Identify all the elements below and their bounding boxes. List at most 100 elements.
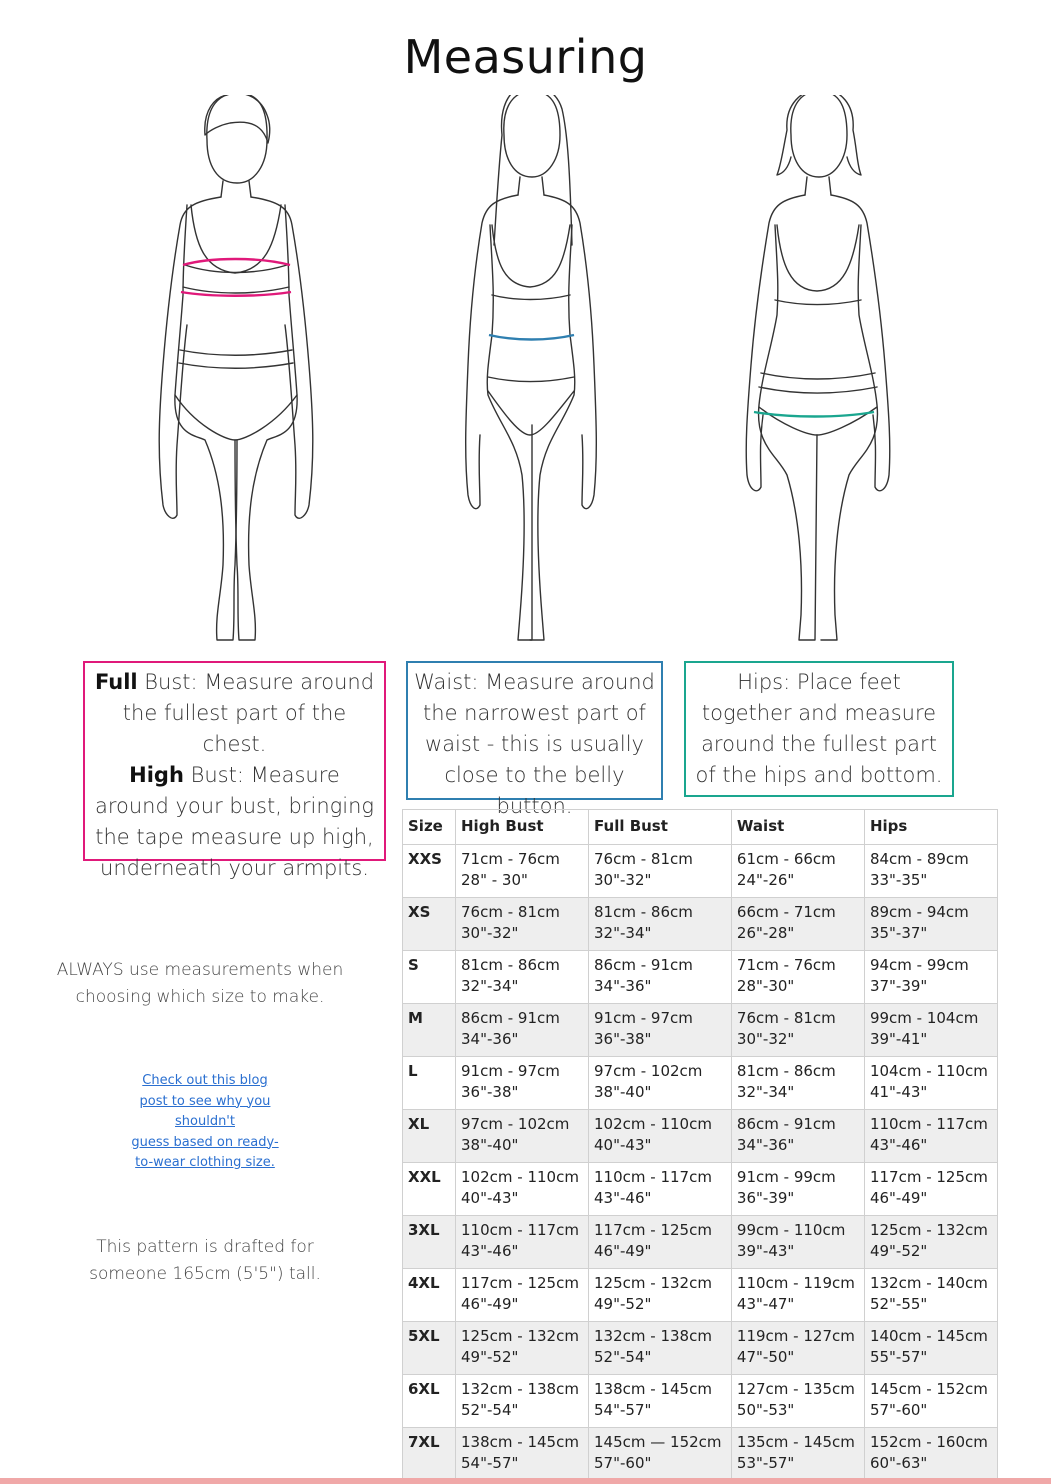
cm-value: 104cm - 110cm	[869, 1062, 988, 1080]
measurement-cell: 132cm - 138cm 52"-54"	[588, 1321, 732, 1375]
cm-value: 81cm - 86cm	[594, 903, 693, 921]
blog-post-link[interactable]: Check out this blog post to see why you …	[115, 1071, 295, 1174]
cm-value: 132cm - 138cm	[461, 1380, 579, 1398]
inch-value: 54"-57"	[594, 1401, 652, 1419]
inch-value: 54"-57"	[461, 1454, 519, 1472]
cm-value: 76cm - 81cm	[461, 903, 560, 921]
table-row: XS 76cm - 81cm 30"-32" 81cm - 86cm 32"-34" 66…	[402, 897, 999, 951]
table-row: L 91cm - 97cm 36"-38" 97cm - 102cm 38"-40" 81…	[402, 1056, 999, 1110]
link-line[interactable]: Check out this blog	[142, 1073, 268, 1088]
inch-value: 43"-46"	[869, 1136, 928, 1154]
measurement-cell: 71cm - 76cm 28" - 30"	[454, 844, 590, 898]
cm-value: 99cm - 104cm	[869, 1009, 979, 1027]
measurement-cell: 110cm - 117cm 43"-46"	[454, 1215, 590, 1269]
measurement-cell: 145cm - 152cm 57"-60"	[863, 1374, 999, 1428]
inch-value: 55"-57"	[869, 1348, 928, 1366]
measurement-cell: 99cm - 110cm 39"-43"	[730, 1215, 865, 1269]
inch-value: 26"-28"	[736, 924, 795, 942]
size-cell: 3XL	[402, 1215, 456, 1269]
cm-value: 66cm - 71cm	[736, 903, 836, 921]
inch-value: 52"-54"	[594, 1348, 652, 1366]
figure-waist	[464, 95, 598, 641]
link-line[interactable]: shouldn't	[175, 1114, 235, 1129]
measurement-cell: 81cm - 86cm 32"-34"	[730, 1056, 865, 1110]
table-row: 7XL 138cm - 145cm 54"-57" 145cm — 152cm 57"-…	[402, 1427, 999, 1481]
link-line[interactable]: to-wear clothing size.	[135, 1155, 275, 1170]
size-cell: 7XL	[402, 1427, 456, 1481]
inch-value: 43"-46"	[594, 1189, 652, 1207]
cm-value: 71cm - 76cm	[736, 956, 836, 974]
measurement-cell: 66cm - 71cm 26"-28"	[730, 897, 865, 951]
inch-value: 43"-46"	[461, 1242, 519, 1260]
measurement-cell: 84cm - 89cm 33"-35"	[863, 844, 999, 898]
measurement-cell: 97cm - 102cm 38"-40"	[454, 1109, 590, 1163]
full-high-bust-callout: Full Bust: Measure around the fullest pa…	[83, 661, 386, 880]
measurement-cell: 86cm - 91cm 34"-36"	[454, 1003, 590, 1057]
measurement-cell: 117cm - 125cm 46"-49"	[454, 1268, 590, 1322]
high-bust-text: Bust: Measure around your bust, bringing…	[94, 763, 375, 880]
size-cell: S	[402, 950, 456, 1004]
cm-value: 71cm - 76cm	[461, 850, 560, 868]
cm-value: 140cm - 145cm	[869, 1327, 988, 1345]
cm-value: 145cm - 152cm	[869, 1380, 988, 1398]
figure-hips	[745, 95, 891, 641]
waist-callout: Waist: Measure around the narrowest part…	[406, 661, 663, 818]
cm-value: 86cm - 91cm	[736, 1115, 836, 1133]
table-row: S 81cm - 86cm 32"-34" 86cm - 91cm 34"-36" 71c…	[402, 950, 999, 1004]
inch-value: 33"-35"	[869, 871, 928, 889]
measurement-cell: 94cm - 99cm 37"-39"	[863, 950, 999, 1004]
inch-value: 36"-38"	[461, 1083, 519, 1101]
inch-value: 41"-43"	[869, 1083, 928, 1101]
measurement-cell: 125cm - 132cm 49"-52"	[863, 1215, 999, 1269]
header-size: Size	[402, 809, 456, 845]
cm-value: 81cm - 86cm	[736, 1062, 836, 1080]
size-cell: 5XL	[402, 1321, 456, 1375]
cm-value: 76cm - 81cm	[594, 850, 693, 868]
measurement-cell: 76cm - 81cm 30"-32"	[730, 1003, 865, 1057]
cm-value: 84cm - 89cm	[869, 850, 969, 868]
size-cell: M	[402, 1003, 456, 1057]
hip-line	[753, 410, 875, 418]
inch-value: 57"-60"	[594, 1454, 652, 1472]
cm-value: 91cm - 97cm	[594, 1009, 693, 1027]
measurement-cell: 125cm - 132cm 49"-52"	[454, 1321, 590, 1375]
inch-value: 32"-34"	[594, 924, 652, 942]
full-bust-text: Bust: Measure around the fullest part of…	[122, 670, 375, 756]
measurement-cell: 71cm - 76cm 28"-30"	[730, 950, 865, 1004]
link-line[interactable]: post to see why you	[139, 1093, 271, 1109]
high-label: High	[129, 763, 184, 787]
measurement-cell: 102cm - 110cm 40"-43"	[588, 1109, 732, 1163]
inch-value: 30"-32"	[461, 924, 519, 942]
inch-value: 28"-30"	[736, 977, 795, 995]
measurement-cell: 110cm - 119cm 43"-47"	[730, 1268, 865, 1322]
cm-value: 138cm - 145cm	[594, 1380, 712, 1398]
header-full-bust: Full Bust	[588, 809, 732, 845]
inch-value: 40"-43"	[461, 1189, 519, 1207]
cm-value: 117cm - 125cm	[869, 1168, 988, 1186]
footer-accent-bar	[0, 1478, 1051, 1484]
inch-value: 39"-43"	[736, 1242, 795, 1260]
inch-value: 46"-49"	[594, 1242, 652, 1260]
table-row: M 86cm - 91cm 34"-36" 91cm - 97cm 36"-38" 76c…	[402, 1003, 999, 1057]
page-title: Measuring	[403, 30, 648, 84]
measurement-cell: 117cm - 125cm 46"-49"	[588, 1215, 732, 1269]
cm-value: 117cm - 125cm	[594, 1221, 712, 1239]
inch-value: 40"-43"	[594, 1136, 652, 1154]
inch-value: 30"-32"	[594, 871, 652, 889]
measurement-cell: 132cm - 138cm 52"-54"	[454, 1374, 590, 1428]
measurement-cell: 152cm - 160cm 60"-63"	[863, 1427, 999, 1481]
cm-value: 76cm - 81cm	[736, 1009, 836, 1027]
cm-value: 91cm - 99cm	[736, 1168, 836, 1186]
measurement-cell: 138cm - 145cm 54"-57"	[454, 1427, 590, 1481]
link-line[interactable]: guess based on ready-	[131, 1134, 279, 1150]
measurement-cell: 97cm - 102cm 38"-40"	[588, 1056, 732, 1110]
measurement-cell: 104cm - 110cm 41"-43"	[863, 1056, 999, 1110]
cm-value: 110cm - 119cm	[736, 1274, 855, 1292]
inch-value: 32"-34"	[461, 977, 519, 995]
measurement-cell: 81cm - 86cm 32"-34"	[454, 950, 590, 1004]
cm-value: 97cm - 102cm	[594, 1062, 703, 1080]
cm-value: 102cm - 110cm	[594, 1115, 712, 1133]
full-bust-line	[180, 290, 292, 297]
measurement-cell: 86cm - 91cm 34"-36"	[588, 950, 732, 1004]
cm-value: 125cm - 132cm	[461, 1327, 579, 1345]
